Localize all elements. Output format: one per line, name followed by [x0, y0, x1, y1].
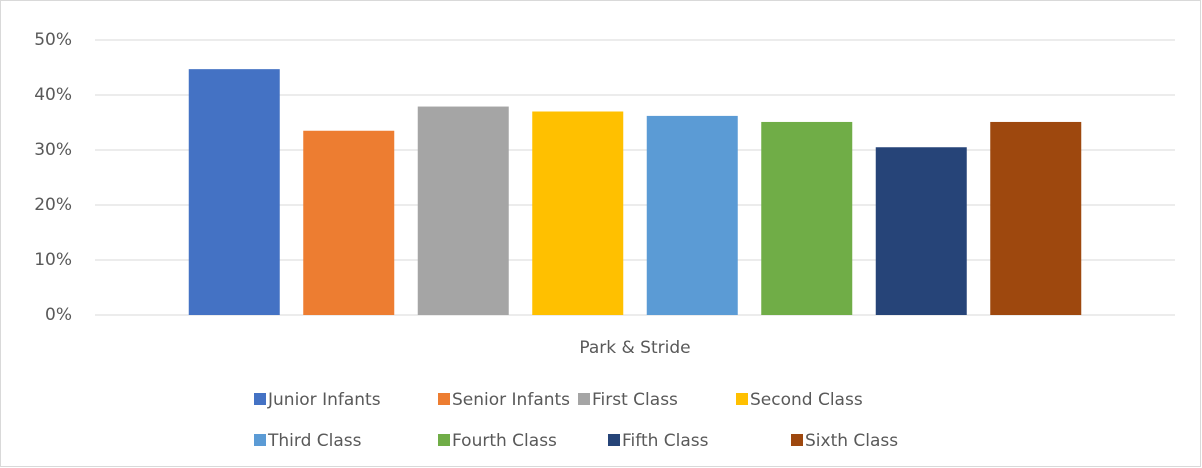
legend-swatch: [254, 434, 266, 446]
bar: [646, 115, 738, 316]
y-tick-label: 20%: [34, 195, 72, 215]
legend-swatch: [791, 434, 803, 446]
legend-swatch: [438, 434, 450, 446]
bar: [875, 147, 967, 315]
y-tick-label: 30%: [34, 140, 72, 160]
legend-swatch: [578, 393, 590, 405]
legend-swatch: [254, 393, 266, 405]
bar: [990, 121, 1082, 315]
y-tick-label: 50%: [34, 30, 72, 50]
legend-label: Junior Infants: [267, 390, 381, 410]
legend-swatch: [736, 393, 748, 405]
bar: [188, 69, 280, 316]
bar: [417, 106, 509, 315]
y-tick-label: 10%: [34, 250, 72, 270]
bar: [532, 111, 624, 315]
legend-label: Second Class: [750, 390, 863, 410]
y-tick-label: 40%: [34, 85, 72, 105]
legend-swatch: [608, 434, 620, 446]
legend-label: Third Class: [267, 431, 362, 451]
legend-label: Senior Infants: [452, 390, 570, 410]
bar: [761, 121, 853, 315]
x-tick-label: Park & Stride: [579, 338, 690, 358]
legend-label: Fifth Class: [622, 431, 709, 451]
legend-label: Fourth Class: [452, 431, 557, 451]
legend-swatch: [438, 393, 450, 405]
y-tick-label: 0%: [45, 305, 72, 325]
bar: [303, 130, 395, 315]
legend-label: First Class: [592, 390, 678, 410]
legend-label: Sixth Class: [805, 431, 898, 451]
